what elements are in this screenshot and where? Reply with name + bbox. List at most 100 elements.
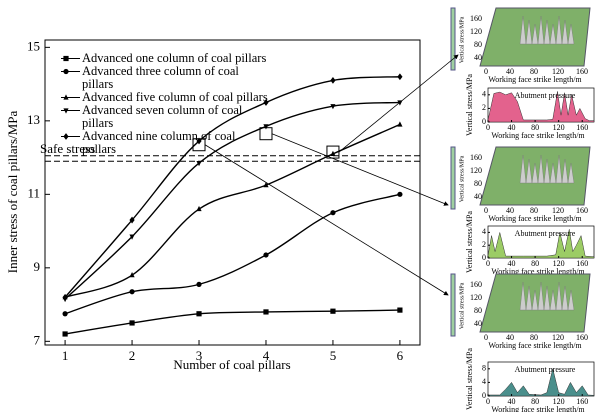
y-axis-label: Inner stress of coal pillars/MPa bbox=[5, 111, 20, 274]
profile-x-label: Working face strike length/m bbox=[491, 267, 585, 276]
legend-label: Advanced one column of coal pillars bbox=[82, 51, 267, 65]
legend-entry: Advanced three column of coal pillars bbox=[60, 65, 270, 91]
marker bbox=[263, 99, 269, 106]
profile-y-tick-label: 4 bbox=[482, 227, 486, 236]
marker bbox=[263, 309, 269, 315]
profile-area bbox=[487, 368, 595, 397]
profile-annotation: Abutment pressure bbox=[515, 91, 576, 100]
surface-y-tick: 80 bbox=[474, 306, 482, 315]
x-tick-label: 2 bbox=[129, 348, 136, 363]
x-tick-label: 3 bbox=[196, 348, 203, 363]
marker bbox=[129, 272, 135, 278]
y-tick-label: 9 bbox=[34, 259, 41, 274]
profile-x-tick-label: 160 bbox=[576, 397, 588, 406]
marker bbox=[196, 137, 202, 145]
surface-y-tick: 40 bbox=[474, 192, 482, 201]
stress-spike bbox=[555, 154, 563, 184]
callout-arrow bbox=[271, 133, 449, 206]
marker bbox=[330, 77, 336, 84]
surface-x-tick: 160 bbox=[576, 333, 588, 342]
stress-spike bbox=[525, 19, 533, 45]
marker bbox=[263, 182, 269, 188]
stress-spike bbox=[549, 289, 557, 311]
profile-x-tick-label: 40 bbox=[508, 123, 516, 132]
x-tick-label: 4 bbox=[263, 348, 270, 363]
surface-x-tick: 0 bbox=[484, 67, 488, 76]
marker bbox=[63, 133, 69, 140]
profile-x-tick-label: 0 bbox=[486, 397, 490, 406]
surface-y-tick: 120 bbox=[470, 293, 482, 302]
profile-x-tick-label: 0 bbox=[486, 123, 490, 132]
profile-x-label: Working face strike length/m bbox=[491, 405, 585, 412]
surface-x-tick: 120 bbox=[552, 206, 564, 215]
profile-annotation: Abutment pressure bbox=[515, 229, 576, 238]
surface-y-tick: 160 bbox=[470, 280, 482, 289]
surface-x-label: Working face strike length/m bbox=[488, 341, 582, 350]
profile-x-tick-label: 40 bbox=[508, 259, 516, 268]
surface-x-label: Working face strike length/m bbox=[488, 214, 582, 223]
marker bbox=[397, 191, 403, 197]
profile-x-tick-label: 80 bbox=[531, 259, 539, 268]
callout-arrow bbox=[338, 54, 459, 153]
stress-spike bbox=[555, 281, 563, 311]
surface-x-tick: 40 bbox=[506, 333, 514, 342]
marker bbox=[63, 55, 69, 62]
surface-x-tick: 160 bbox=[576, 206, 588, 215]
series-line bbox=[64, 101, 400, 300]
profile-x-label: Working face strike length/m bbox=[491, 131, 585, 140]
profile-y-label: Vertical stress/MPa bbox=[465, 211, 474, 273]
stress-spike bbox=[531, 289, 539, 311]
surface-x-tick: 40 bbox=[506, 67, 514, 76]
legend-icon bbox=[61, 55, 80, 62]
series-line bbox=[64, 193, 401, 315]
surface-y-tick: 120 bbox=[470, 166, 482, 175]
z-axis-label: Vertical stress/MPa bbox=[459, 282, 465, 329]
stress-spike bbox=[525, 158, 533, 184]
marker bbox=[63, 108, 69, 114]
stress-spike bbox=[567, 162, 575, 184]
marker bbox=[263, 252, 269, 258]
z-axis-label: Vertical stress/MPa bbox=[459, 155, 465, 202]
legend-icon bbox=[61, 94, 80, 100]
legend-label: Advanced seven column of coal pillars bbox=[82, 103, 243, 130]
y-tick-label: 15 bbox=[27, 38, 40, 53]
safe-stress-label: Safe stress bbox=[40, 141, 95, 156]
stress-spike bbox=[537, 154, 545, 184]
surface-x-label: Working face strike length/m bbox=[488, 75, 582, 84]
stress-spike bbox=[531, 162, 539, 184]
profile-x-tick-label: 120 bbox=[553, 397, 565, 406]
z-axis-label: Vertical stress/MPa bbox=[459, 16, 465, 63]
marker bbox=[62, 311, 68, 317]
profile-y-tick-label: 0 bbox=[482, 391, 486, 400]
legend-label: Advanced nine column of coal pollars bbox=[82, 129, 236, 156]
stress-spike bbox=[537, 281, 545, 311]
stress-spike bbox=[567, 23, 575, 45]
colorbar bbox=[450, 146, 456, 210]
legend: Advanced one column of coal pillars Advan… bbox=[60, 52, 270, 156]
y-tick-label: 7 bbox=[34, 332, 41, 347]
marker bbox=[62, 331, 68, 337]
legend-label: Advanced five column of coal pillars bbox=[82, 90, 268, 104]
surface-y-tick: 40 bbox=[474, 319, 482, 328]
surface-y-tick: 160 bbox=[470, 153, 482, 162]
y-tick-label: 11 bbox=[27, 185, 40, 200]
legend-entry: Advanced seven column of coal pillars bbox=[60, 104, 270, 130]
stress-spike bbox=[519, 281, 527, 311]
stress-spike bbox=[567, 289, 575, 311]
surface-x-tick: 0 bbox=[484, 206, 488, 215]
profile-y-label: Vertical stress/MPa bbox=[465, 74, 474, 136]
callout-arrow bbox=[204, 144, 449, 296]
profile-y-tick-label: 0 bbox=[482, 253, 486, 262]
marker bbox=[397, 307, 403, 313]
stress-spike bbox=[561, 158, 569, 184]
surface-y-tick: 80 bbox=[474, 179, 482, 188]
marker bbox=[397, 73, 403, 81]
stress-spike bbox=[519, 15, 527, 45]
x-axis-label: Number of coal pillars bbox=[173, 357, 290, 372]
surface-y-tick: 120 bbox=[470, 27, 482, 36]
stress-spike bbox=[555, 15, 563, 45]
surface-x-tick: 80 bbox=[530, 333, 538, 342]
profile-annotation: Abutment pressure bbox=[515, 365, 576, 374]
marker bbox=[63, 68, 69, 75]
